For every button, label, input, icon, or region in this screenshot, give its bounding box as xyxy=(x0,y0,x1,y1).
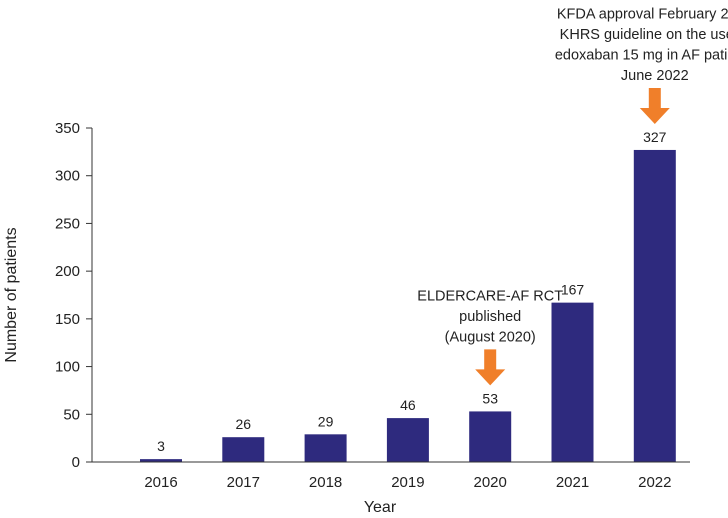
x-tick-label: 2019 xyxy=(391,474,424,491)
x-tick-label: 2022 xyxy=(638,474,671,491)
y-axis-title: Number of patients xyxy=(3,227,20,362)
annotation-text-line: ELDERCARE-AF RCT xyxy=(417,288,563,304)
x-tick-label: 2018 xyxy=(309,474,342,491)
down-arrow-icon xyxy=(475,349,506,386)
y-tick-label: 300 xyxy=(55,168,80,185)
data-label-2022: 327 xyxy=(643,129,667,145)
annotation-text-line: KFDA approval February 2022 xyxy=(557,6,728,22)
bar-2018 xyxy=(304,434,347,462)
x-tick-label: 2017 xyxy=(227,474,260,491)
annotations: ELDERCARE-AF RCT published (August 2020) KF… xyxy=(417,6,728,386)
bar-2021 xyxy=(551,302,594,462)
bar-2022 xyxy=(633,149,676,462)
y-tick-label: 150 xyxy=(55,311,80,328)
x-axis-ticks: 2016 2017 2018 2019 2020 2021 2022 xyxy=(144,474,671,491)
down-arrow-icon xyxy=(639,87,670,124)
data-label-2017: 26 xyxy=(236,416,252,432)
annotation-text-line: published xyxy=(459,309,521,325)
y-tick-label: 250 xyxy=(55,215,80,232)
y-axis-ticks: 0 50 100 150 200 250 300 350 xyxy=(55,120,92,471)
x-tick-label: 2021 xyxy=(556,474,589,491)
annotation-2020: ELDERCARE-AF RCT published (August 2020) xyxy=(417,288,563,386)
y-tick-label: 100 xyxy=(55,359,80,376)
data-label-2020: 53 xyxy=(482,390,498,406)
annotation-2022: KFDA approval February 2022 KHRS guidelin… xyxy=(555,6,728,124)
bar-2017 xyxy=(222,437,265,462)
data-labels: 3 26 29 46 53 167 327 xyxy=(157,129,667,454)
x-axis-title: Year xyxy=(364,499,397,516)
x-tick-label: 2020 xyxy=(474,474,507,491)
bar-2020 xyxy=(469,411,512,462)
y-tick-label: 50 xyxy=(63,406,80,423)
data-label-2018: 29 xyxy=(318,413,334,429)
bar-2016 xyxy=(140,459,182,462)
x-tick-label: 2016 xyxy=(144,474,177,491)
data-label-2019: 46 xyxy=(400,397,416,413)
annotation-text-line: (August 2020) xyxy=(445,329,536,345)
annotation-text-line: edoxaban 15 mg in AF patients xyxy=(555,47,728,63)
bar-2019 xyxy=(386,418,429,462)
annotation-text-line: KHRS guideline on the use of xyxy=(560,27,728,43)
y-tick-label: 200 xyxy=(55,263,80,280)
annotation-text-line: June 2022 xyxy=(621,68,689,84)
data-label-2016: 3 xyxy=(157,438,165,454)
bars xyxy=(140,149,676,462)
data-label-2021: 167 xyxy=(561,282,585,298)
y-tick-label: 350 xyxy=(55,120,80,137)
y-tick-label: 0 xyxy=(72,454,80,471)
